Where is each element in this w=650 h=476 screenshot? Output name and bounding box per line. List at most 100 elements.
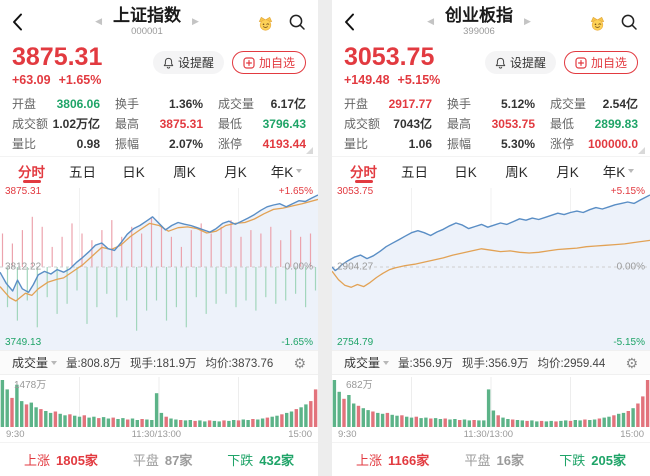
unchanged-stat: 平盘 16家	[465, 450, 524, 469]
quote-actions: 设提醒 加自选	[484, 44, 638, 92]
chart-low-pct-label: -5.15%	[613, 337, 645, 348]
stat-item: 换手 1.36%	[115, 95, 203, 113]
volume-indicator-label: 成交量	[12, 356, 49, 370]
add-watchlist-label: 加自选	[590, 56, 627, 70]
unchanged-count: 16家	[496, 453, 524, 468]
stat-label: 成交额	[344, 117, 381, 131]
stat-label: 换手	[447, 97, 472, 111]
volume-info-bar: 成交量 量:356.9万 现手:356.9万 均价:2959.44 ⚙	[332, 350, 650, 375]
back-button[interactable]	[12, 13, 38, 31]
tab-item[interactable]: 分时	[338, 157, 389, 184]
set-alert-label: 设提醒	[177, 56, 214, 70]
stat-value: 5.30%	[500, 137, 535, 151]
set-alert-button[interactable]: 设提醒	[152, 51, 224, 74]
set-alert-label: 设提醒	[509, 56, 546, 70]
volume-indicator-dropdown[interactable]: 成交量	[344, 354, 390, 371]
add-watchlist-button[interactable]: 加自选	[563, 51, 638, 74]
add-watchlist-button[interactable]: 加自选	[231, 51, 306, 74]
next-index-arrow-icon[interactable]: ▶	[192, 16, 199, 27]
prev-index-arrow-icon[interactable]: ◀	[95, 16, 102, 27]
volume-info-bar: 成交量 量:808.8万 现手:181.9万 均价:3873.76 ⚙	[0, 350, 318, 375]
avg-price-value: 均价:3873.76	[205, 357, 274, 370]
volume-max-label: 682万	[346, 380, 373, 391]
time-label-close: 15:00	[620, 429, 644, 440]
time-label-open: 9:30	[338, 429, 357, 440]
tab-item[interactable]: 五日	[389, 157, 440, 184]
stat-label: 最低	[218, 117, 243, 131]
chevron-down-icon	[51, 360, 58, 365]
volume-indicator-dropdown[interactable]: 成交量	[12, 354, 58, 371]
search-icon[interactable]	[288, 13, 306, 31]
chart-prevclose-label: 3812.22	[5, 261, 42, 273]
chart-high-pct-label: +5.15%	[610, 186, 645, 197]
stat-item: 开盘 3806.06	[12, 95, 100, 113]
vip-crown-icon[interactable]	[588, 14, 607, 31]
tab-item[interactable]: 周K	[491, 157, 542, 184]
price-change-percent: +1.65%	[58, 73, 102, 88]
stat-item: 成交额 7043亿	[344, 115, 432, 133]
decliners-label: 下跌	[559, 453, 586, 468]
stat-value: 2899.83	[594, 117, 638, 131]
tab-item[interactable]: 年K	[593, 157, 644, 184]
price-change-percent: +5.15%	[397, 73, 441, 88]
prev-index-arrow-icon[interactable]: ◀	[427, 16, 434, 27]
time-axis: 9:30 11:30/13:00 15:00	[332, 427, 650, 442]
volume-chart-svg[interactable]	[332, 375, 650, 428]
header: ◀ 上证指数 000001 ▶	[0, 0, 318, 44]
back-button[interactable]	[344, 13, 370, 31]
unchanged-stat: 平盘 87家	[133, 450, 192, 469]
search-icon[interactable]	[620, 13, 638, 31]
stat-item: 振幅 2.07%	[115, 135, 203, 153]
stat-item: 量比 0.98	[12, 135, 100, 153]
tab-item[interactable]: 周K	[159, 157, 210, 184]
stat-item: 成交额 1.02万亿	[12, 115, 100, 133]
current-hands-value: 现手:356.9万	[462, 357, 529, 370]
tab-item[interactable]: 分时	[6, 157, 57, 184]
intraday-chart: 3875.31 +1.65% 3812.22 0.00% 3749.13 -1.…	[0, 184, 318, 350]
tab-item[interactable]: 日K	[440, 157, 491, 184]
stat-label: 成交量	[550, 97, 587, 111]
stat-item: 开盘 2917.77	[344, 95, 432, 113]
next-index-arrow-icon[interactable]: ▶	[524, 16, 531, 27]
tab-item[interactable]: 月K	[210, 157, 261, 184]
quote-section: 3053.75 +149.48 +5.15% 设提醒 加自选	[332, 44, 650, 92]
intraday-chart-svg[interactable]	[0, 184, 318, 350]
vip-crown-icon[interactable]	[256, 14, 275, 31]
tab-item[interactable]: 年K	[261, 157, 312, 184]
tab-item[interactable]: 五日	[57, 157, 108, 184]
stat-value: 3796.43	[262, 117, 306, 131]
resize-handle-icon[interactable]	[306, 147, 313, 154]
tab-item[interactable]: 日K	[108, 157, 159, 184]
current-price: 3053.75	[344, 43, 435, 71]
bell-icon	[163, 57, 174, 69]
add-icon	[243, 56, 255, 69]
stat-value: 3806.06	[56, 97, 100, 111]
stat-item: 涨停 4193.44	[218, 135, 306, 153]
advancers-stat: 上涨 1166家	[356, 450, 429, 469]
decliners-stat: 下跌 205家	[559, 450, 626, 469]
resize-handle-icon[interactable]	[638, 147, 645, 154]
market-breadth: 上涨 1805家 平盘 87家 下跌 432家	[0, 442, 318, 476]
set-alert-button[interactable]: 设提醒	[484, 51, 556, 74]
volume-max-label: 1478万	[14, 380, 47, 391]
quote-values: 3875.31 +63.09 +1.65%	[12, 44, 102, 92]
stat-item: 振幅 5.30%	[447, 135, 535, 153]
gear-icon[interactable]: ⚙	[293, 354, 306, 371]
tab-label: 月K	[224, 164, 247, 180]
bell-icon	[495, 57, 506, 69]
tab-label: 月K	[556, 164, 579, 180]
chart-low-pct-label: -1.65%	[281, 337, 313, 348]
chart-high-label: 3053.75	[337, 186, 374, 197]
advancers-count: 1805家	[56, 453, 98, 468]
stat-value: 3053.75	[491, 117, 535, 131]
volume-chart-svg[interactable]	[0, 375, 318, 428]
gear-icon[interactable]: ⚙	[625, 354, 638, 371]
tab-label: 周K	[173, 164, 196, 180]
chart-prevclose-label: 2904.27	[337, 261, 374, 273]
index-panel: ◀ 上证指数 000001 ▶ 3875.	[0, 0, 318, 476]
tab-item[interactable]: 月K	[542, 157, 593, 184]
stat-item: 最低 3796.43	[218, 115, 306, 133]
intraday-chart-svg[interactable]	[332, 184, 650, 350]
tab-bar: 分时 五日 日K 周K 月K 年K	[332, 156, 650, 184]
volume-chart: 1478万	[0, 375, 318, 428]
